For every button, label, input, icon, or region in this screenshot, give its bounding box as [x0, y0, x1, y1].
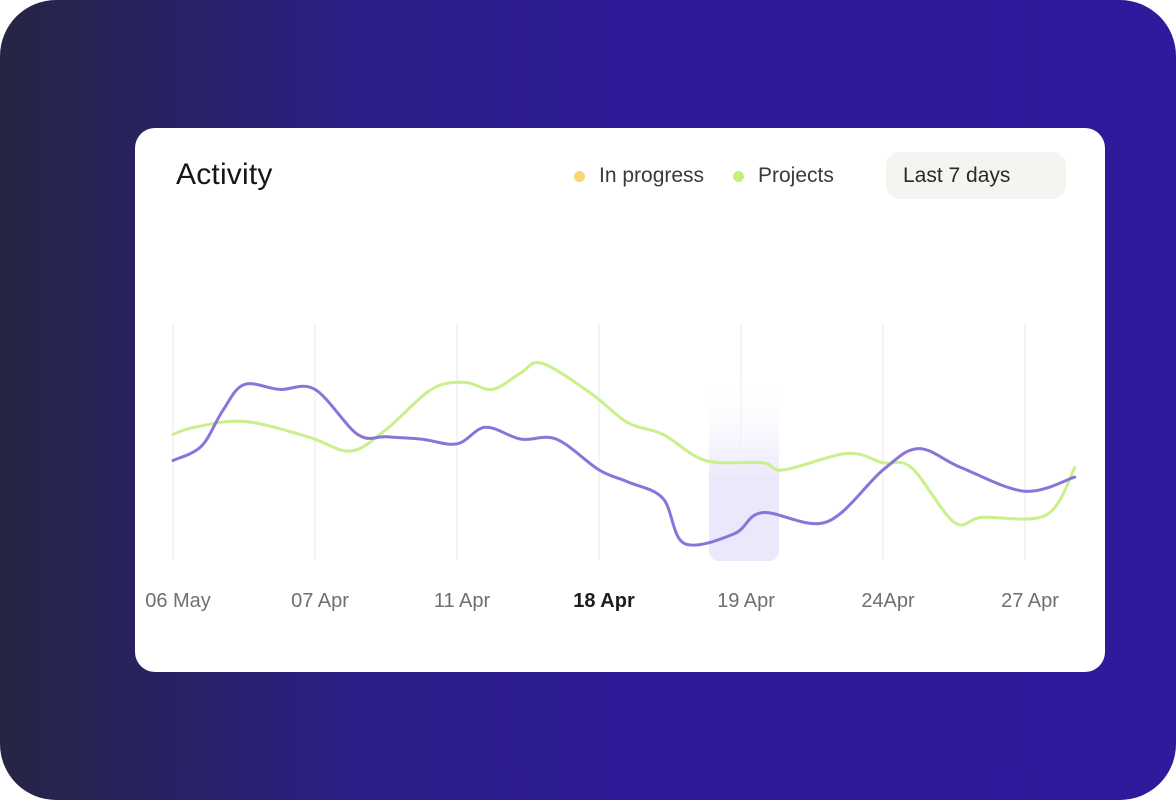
x-tick-label: 06 May	[145, 590, 211, 612]
x-tick-label: 24Apr	[861, 590, 915, 612]
date-range-button[interactable]: Last 7 days	[886, 152, 1066, 199]
legend-label-in-progress: In progress	[599, 164, 705, 187]
legend-projects: Projects	[733, 164, 834, 188]
x-tick-label: 18 Apr	[573, 590, 635, 612]
activity-line-chart: 06 May 07 Apr 11 Apr 18 Apr 19 Apr 24Apr 27 Ap…	[145, 323, 1077, 612]
x-tick-label: 19 Apr	[717, 590, 775, 612]
legend-label-projects: Projects	[758, 164, 834, 187]
in-progress-dot-icon	[574, 170, 585, 182]
series-line-projects	[171, 360, 1077, 527]
activity-card: Activity In progress Projects Last 7 day…	[135, 128, 1105, 672]
card-title: Activity	[176, 158, 273, 191]
x-tick-label: 11 Apr	[434, 590, 491, 612]
series-line-in-progress	[171, 382, 1077, 547]
x-tick-label: 27 Apr	[1001, 590, 1059, 612]
legend-in-progress: In progress	[574, 164, 704, 188]
projects-dot-icon	[733, 170, 744, 182]
x-tick-label: 07 Apr	[291, 590, 349, 612]
highlight-band	[709, 378, 779, 561]
